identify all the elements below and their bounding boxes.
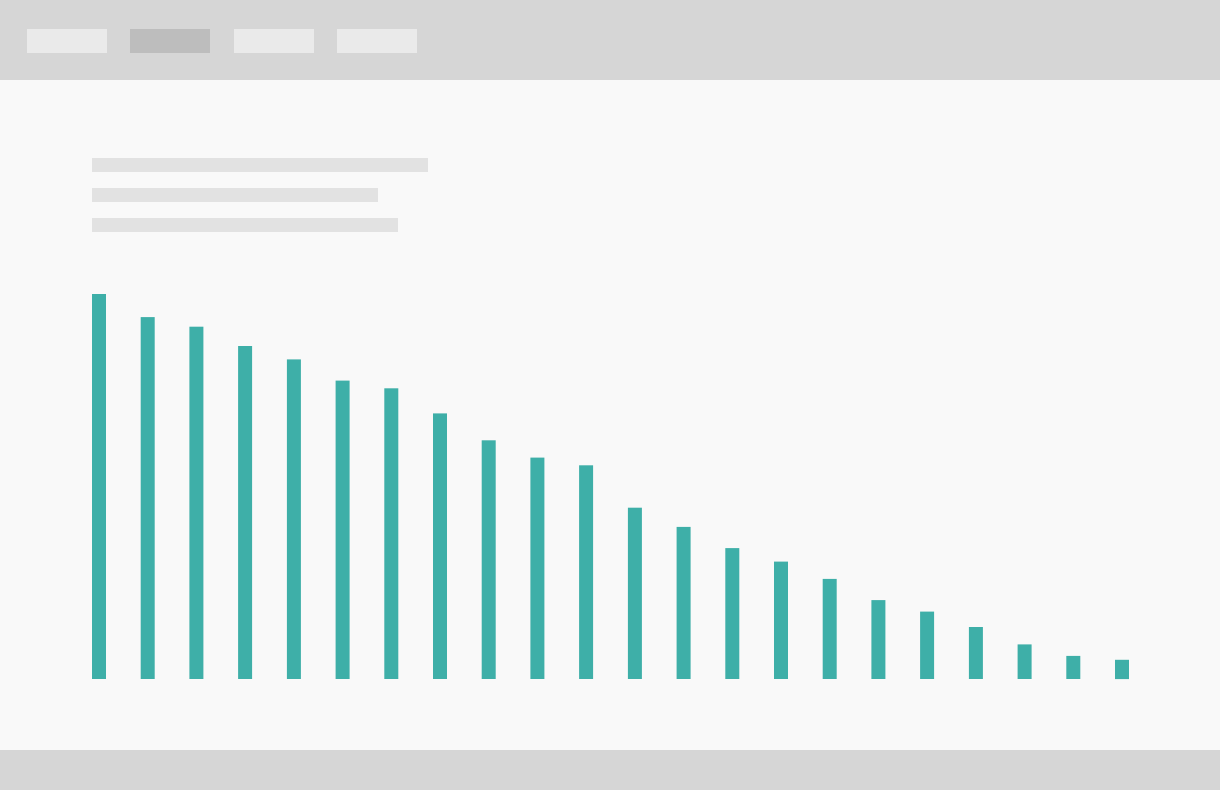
nav-tab-3[interactable] bbox=[234, 29, 314, 53]
bar-11 bbox=[579, 465, 594, 679]
bar-5 bbox=[286, 359, 301, 679]
bar-13 bbox=[676, 526, 691, 679]
bar-1 bbox=[92, 294, 106, 679]
footer-bar bbox=[0, 750, 1220, 790]
bar-19 bbox=[968, 627, 983, 679]
placeholder-text-line-1 bbox=[92, 158, 428, 172]
top-navigation-bar bbox=[0, 0, 1220, 80]
placeholder-text-line-2 bbox=[92, 188, 378, 202]
bar-21 bbox=[1066, 655, 1081, 679]
bar-2 bbox=[140, 317, 155, 679]
bar-4 bbox=[238, 346, 253, 679]
main-content bbox=[0, 80, 1220, 750]
bar-18 bbox=[920, 611, 935, 679]
bar-20 bbox=[1017, 644, 1032, 679]
bar-10 bbox=[530, 457, 545, 679]
nav-tab-4[interactable] bbox=[337, 29, 417, 53]
bar-6 bbox=[335, 380, 350, 679]
bar-7 bbox=[384, 388, 399, 679]
nav-tab-1[interactable] bbox=[27, 29, 107, 53]
bar-16 bbox=[822, 578, 837, 679]
bar-22 bbox=[1115, 659, 1129, 680]
bar-9 bbox=[481, 440, 496, 679]
bar-14 bbox=[725, 548, 740, 679]
nav-tab-2-active[interactable] bbox=[130, 29, 210, 53]
placeholder-text-line-3 bbox=[92, 218, 398, 232]
bar-3 bbox=[189, 326, 204, 679]
bar-8 bbox=[433, 413, 447, 679]
bar-17 bbox=[871, 600, 886, 679]
bar-chart bbox=[92, 294, 1129, 680]
bar-12 bbox=[627, 507, 642, 679]
bar-15 bbox=[774, 561, 788, 679]
